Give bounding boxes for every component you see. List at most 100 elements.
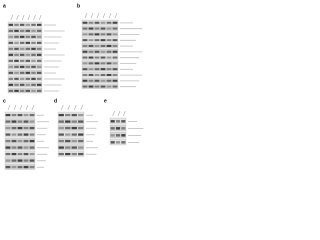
band (112, 73, 118, 76)
band (115, 127, 121, 130)
band (71, 113, 77, 117)
band (14, 47, 19, 50)
band (65, 152, 71, 156)
lane-header (96, 12, 100, 19)
lane-header (123, 110, 126, 117)
lane-header (21, 14, 25, 21)
band (78, 139, 84, 143)
panel-label: e (104, 98, 107, 104)
blot-strip (81, 60, 119, 66)
lane-header (38, 14, 42, 21)
band (8, 41, 14, 44)
band (5, 133, 11, 136)
blot-strip (81, 66, 119, 72)
band (36, 71, 42, 74)
band (8, 83, 14, 86)
blot-strip (7, 39, 43, 46)
band (11, 113, 17, 117)
band (58, 133, 64, 136)
band (31, 29, 36, 32)
band (94, 73, 100, 76)
lane-header (16, 14, 19, 21)
band (106, 27, 112, 30)
band (23, 159, 29, 162)
band (94, 39, 100, 42)
band (25, 53, 31, 56)
band (17, 152, 23, 156)
band (100, 68, 106, 71)
blot-strip (7, 63, 43, 70)
blot-strip (7, 45, 43, 52)
band (11, 152, 17, 156)
band (19, 59, 25, 62)
band (19, 83, 25, 86)
band (94, 56, 100, 59)
blot-strip (57, 137, 85, 144)
band (106, 62, 112, 65)
band (112, 85, 118, 88)
band (100, 50, 106, 53)
band (71, 146, 77, 149)
band (88, 85, 94, 88)
band (94, 85, 100, 88)
blot-strip (57, 131, 85, 138)
band (65, 113, 71, 117)
band (29, 152, 35, 156)
band (11, 159, 17, 162)
band (25, 83, 31, 86)
band (31, 77, 36, 80)
blot-strip (7, 27, 43, 34)
band (19, 29, 25, 32)
band (31, 59, 36, 62)
blot-strip (57, 124, 85, 131)
band (14, 83, 19, 86)
band (78, 120, 84, 123)
lane-header (84, 12, 88, 19)
band (36, 47, 42, 50)
band (88, 27, 94, 30)
band (82, 73, 88, 76)
band (8, 89, 14, 92)
panel-label: d (54, 98, 57, 104)
band (112, 79, 118, 82)
lane-header (19, 104, 23, 111)
blot-strip (57, 150, 85, 157)
band (31, 71, 36, 74)
band (121, 120, 126, 123)
band (14, 35, 19, 38)
band (94, 68, 100, 71)
band (8, 59, 14, 62)
band (17, 139, 23, 143)
band (94, 62, 100, 65)
band (71, 120, 77, 123)
band (65, 120, 71, 123)
band (78, 126, 84, 130)
band (71, 152, 77, 156)
band (14, 65, 19, 68)
band (88, 50, 94, 53)
band (106, 68, 112, 71)
band (115, 141, 121, 144)
band (65, 139, 71, 143)
band (29, 120, 35, 123)
band (58, 152, 64, 156)
band (100, 27, 106, 30)
lane-header (102, 12, 106, 19)
band (65, 133, 71, 136)
band (36, 83, 42, 86)
blot-strip (81, 48, 119, 54)
lane-header (25, 104, 29, 111)
blot-strip (7, 75, 43, 82)
band (5, 120, 11, 123)
band (58, 139, 64, 143)
band (31, 89, 36, 92)
band (121, 141, 126, 144)
band (23, 152, 29, 156)
band (58, 113, 64, 117)
band (23, 139, 29, 143)
band (100, 85, 106, 88)
band (100, 33, 106, 36)
band (106, 56, 112, 59)
band (88, 39, 94, 42)
lane-header (90, 12, 94, 19)
